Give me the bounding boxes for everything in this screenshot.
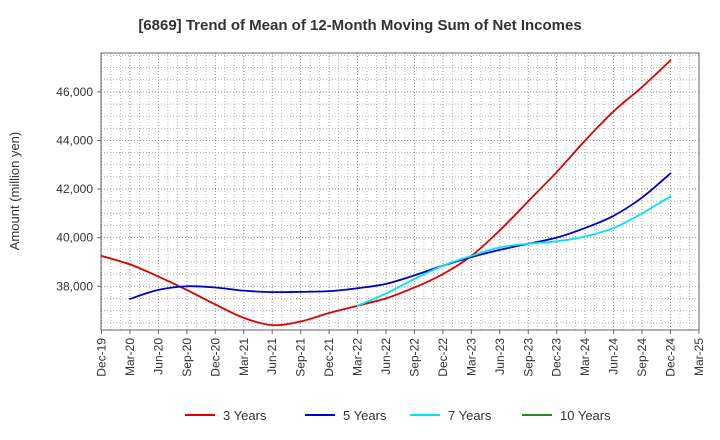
x-tick-label: Mar-25 <box>692 338 706 376</box>
x-tick-label: Dec-23 <box>550 338 564 377</box>
legend-label-7-years: 7 Years <box>448 408 492 423</box>
x-tick-label: Mar-20 <box>123 338 137 376</box>
x-tick-label: Jun-21 <box>265 338 279 375</box>
legend-label-5-years: 5 Years <box>343 408 387 423</box>
y-tick-label: 40,000 <box>56 231 93 245</box>
plot-area <box>101 53 699 330</box>
x-tick-label: Dec-24 <box>664 338 678 377</box>
series-lines <box>100 59 672 327</box>
y-tick-label: 42,000 <box>56 182 93 196</box>
y-tick-label: 38,000 <box>56 279 93 293</box>
x-tick-label: Jun-20 <box>151 338 165 375</box>
grid-lines <box>101 53 700 330</box>
x-tick-label: Mar-24 <box>578 338 592 376</box>
legend: 3 Years 5 Years 7 Years 10 Years <box>185 408 611 423</box>
series-line-3-years <box>100 59 672 327</box>
plot-frame <box>100 52 700 331</box>
x-tick-label: Jun-22 <box>379 338 393 375</box>
legend-label-3-years: 3 Years <box>223 408 267 423</box>
y-axis-label: Amount (million yen) <box>7 132 22 251</box>
y-tick-labels: 38,000 40,000 42,000 44,000 46,000 <box>56 85 101 293</box>
x-tick-label: Sep-21 <box>294 338 308 377</box>
x-tick-label: Jun-24 <box>607 338 621 375</box>
x-tick-labels: Dec-19 Mar-20 Jun-20 Sep-20 Dec-20 Mar-21 Jun-… <box>95 330 706 377</box>
x-tick-label: Sep-24 <box>635 338 649 377</box>
legend-label-10-years: 10 Years <box>560 408 611 423</box>
x-tick-label: Dec-20 <box>208 338 222 377</box>
x-tick-label: Sep-22 <box>407 338 421 377</box>
series-line-7-years <box>356 195 672 307</box>
x-tick-label: Mar-23 <box>464 338 478 376</box>
y-tick-label: 44,000 <box>56 133 93 147</box>
x-tick-label: Sep-20 <box>180 338 194 377</box>
x-tick-label: Jun-23 <box>493 338 507 375</box>
series-line-5-years <box>129 172 672 300</box>
x-tick-label: Mar-22 <box>351 338 365 376</box>
x-tick-label: Dec-22 <box>436 338 450 377</box>
x-tick-label: Mar-21 <box>237 338 251 376</box>
chart-title: [6869] Trend of Mean of 12-Month Moving … <box>138 17 581 34</box>
y-tick-label: 46,000 <box>56 85 93 99</box>
x-tick-label: Sep-23 <box>521 338 535 377</box>
x-tick-label: Dec-21 <box>322 338 336 377</box>
x-tick-label: Dec-19 <box>95 338 109 377</box>
